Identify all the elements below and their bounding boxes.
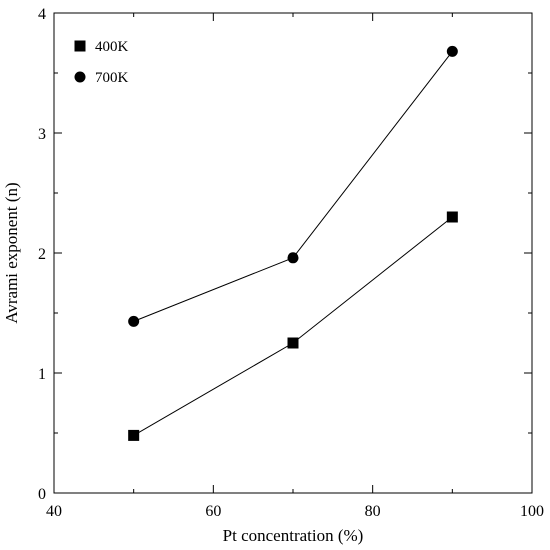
series-lines bbox=[133, 51, 453, 436]
x-axis-title: Pt concentration (%) bbox=[223, 526, 364, 545]
legend-label-400K: 400K bbox=[95, 39, 129, 55]
legend-label-700K: 700K bbox=[95, 70, 129, 86]
series-markers bbox=[128, 45, 458, 441]
legend-marker-700K bbox=[74, 71, 86, 83]
tick-marks bbox=[53, 12, 533, 494]
y-axis-title: Avrami exponent (n) bbox=[2, 182, 21, 323]
x-tick-label: 40 bbox=[46, 503, 62, 520]
data-point-700K bbox=[128, 315, 140, 327]
x-tick-label: 60 bbox=[205, 503, 221, 520]
y-tick-label: 1 bbox=[38, 366, 46, 383]
series-line-700K bbox=[133, 51, 453, 322]
legend: 400K 700K bbox=[74, 39, 129, 86]
y-tick-label: 2 bbox=[38, 246, 46, 263]
x-tick-label: 100 bbox=[520, 503, 544, 520]
y-tick-label: 0 bbox=[38, 486, 46, 503]
y-tick-label: 3 bbox=[38, 126, 46, 143]
data-point-400K bbox=[128, 429, 140, 441]
data-point-400K bbox=[446, 211, 458, 223]
series-line-400K bbox=[133, 216, 453, 436]
x-tick-label: 80 bbox=[365, 503, 381, 520]
data-point-700K bbox=[446, 45, 458, 57]
data-point-700K bbox=[287, 252, 299, 264]
tick-labels: 40 60 80 100 0 1 2 3 4 bbox=[38, 6, 544, 520]
data-point-400K bbox=[287, 337, 299, 349]
y-tick-label: 4 bbox=[38, 6, 46, 23]
legend-marker-400K bbox=[74, 40, 86, 52]
